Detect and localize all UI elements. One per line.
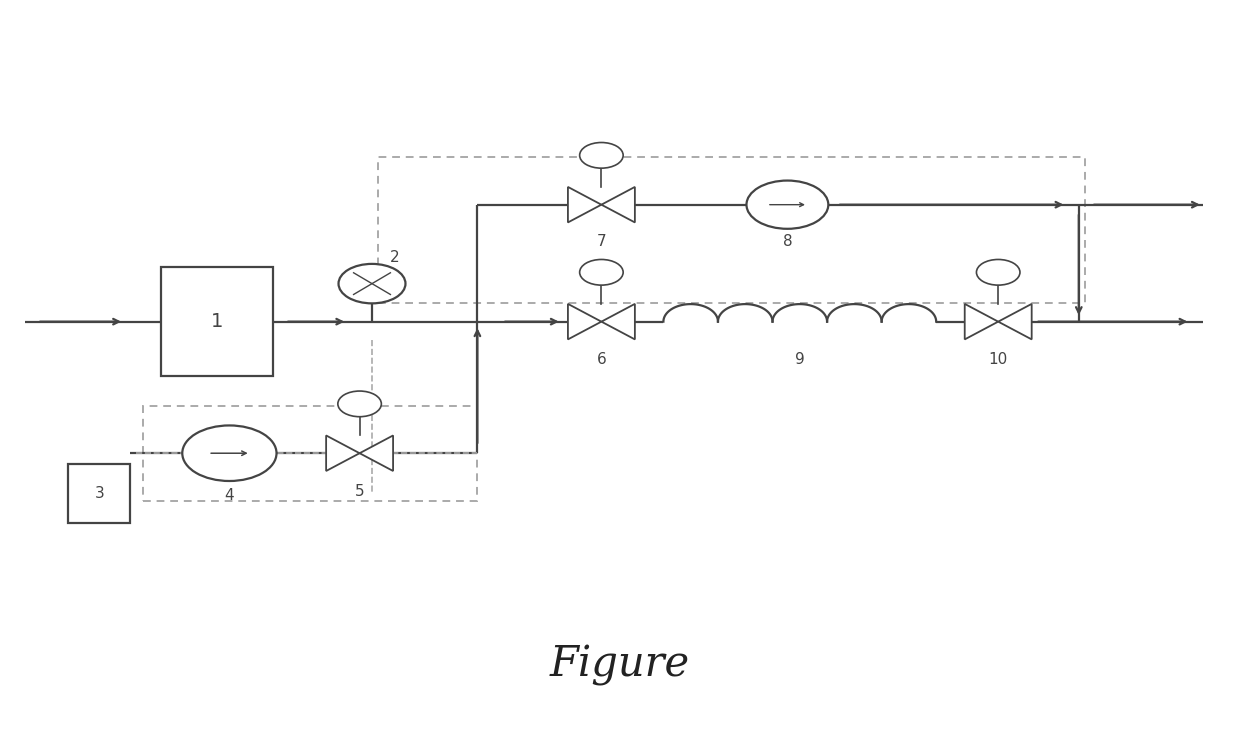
Text: 6: 6 (596, 352, 606, 367)
Polygon shape (568, 304, 601, 339)
Text: 5: 5 (355, 484, 365, 499)
Circle shape (339, 264, 405, 303)
Polygon shape (326, 436, 360, 471)
Circle shape (182, 425, 277, 481)
Bar (68, 464, 130, 523)
Bar (378, 157, 1085, 303)
Text: 3: 3 (94, 486, 104, 501)
Circle shape (337, 391, 382, 417)
Bar (161, 267, 273, 376)
Text: 9: 9 (795, 352, 805, 367)
Circle shape (976, 260, 1021, 285)
Polygon shape (965, 304, 998, 339)
Text: 2: 2 (389, 250, 399, 265)
Text: 8: 8 (782, 234, 792, 249)
Circle shape (746, 181, 828, 229)
Bar (143, 406, 477, 501)
Polygon shape (360, 436, 393, 471)
Text: 7: 7 (596, 234, 606, 249)
Polygon shape (568, 187, 601, 222)
Text: 1: 1 (211, 312, 223, 331)
Circle shape (579, 260, 624, 285)
Polygon shape (601, 304, 635, 339)
Text: Figure: Figure (549, 644, 691, 686)
Polygon shape (601, 187, 635, 222)
Text: 4: 4 (224, 488, 234, 503)
Polygon shape (998, 304, 1032, 339)
Circle shape (579, 143, 624, 168)
Text: 10: 10 (988, 352, 1008, 367)
